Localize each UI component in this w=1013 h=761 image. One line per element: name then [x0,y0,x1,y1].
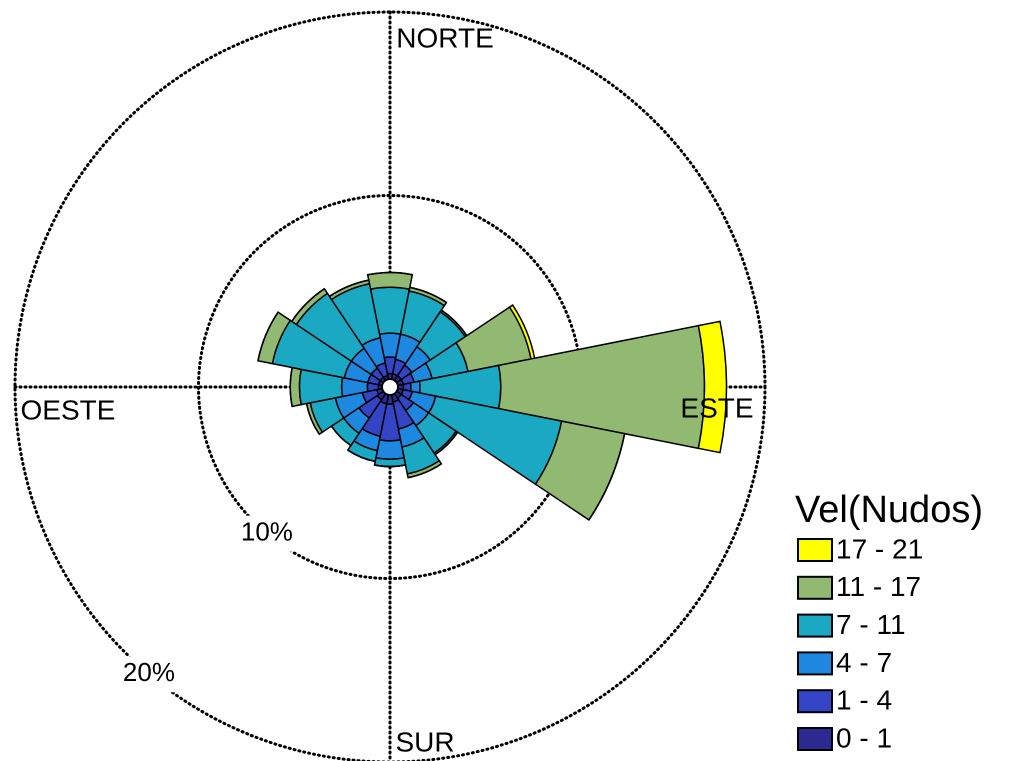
label-backing [226,515,307,552]
wedge [367,271,413,276]
legend-swatch [797,651,833,676]
direction-label: ESTE [680,392,753,423]
direction-label: SUR [395,726,454,757]
legend-label: 7 - 11 [836,609,906,640]
legend-swatch [797,689,833,714]
label-backing [108,656,189,693]
grid-ring [13,10,767,761]
legend-swatch [797,613,833,638]
legend-title: Vel(Nudos) [795,489,983,531]
legend-swatch [797,727,833,751]
center-hole [381,378,399,396]
legend-label: 4 - 7 [836,647,892,678]
legend-swatch [797,575,833,600]
r-tick-label: 20% [123,657,175,687]
wedge [374,464,406,468]
direction-label: OESTE [21,394,116,425]
legend-label: 0 - 1 [836,722,892,753]
wedge [588,433,626,521]
direction-label: NORTE [396,22,494,53]
wedge [366,271,414,291]
legend-label: 1 - 4 [836,685,892,716]
legend-label: 17 - 21 [836,533,923,564]
r-tick-label: 10% [241,517,293,547]
legend-swatch [797,538,833,562]
wedge [697,320,728,454]
wedge [375,438,405,460]
legend-label: 11 - 17 [836,571,921,602]
